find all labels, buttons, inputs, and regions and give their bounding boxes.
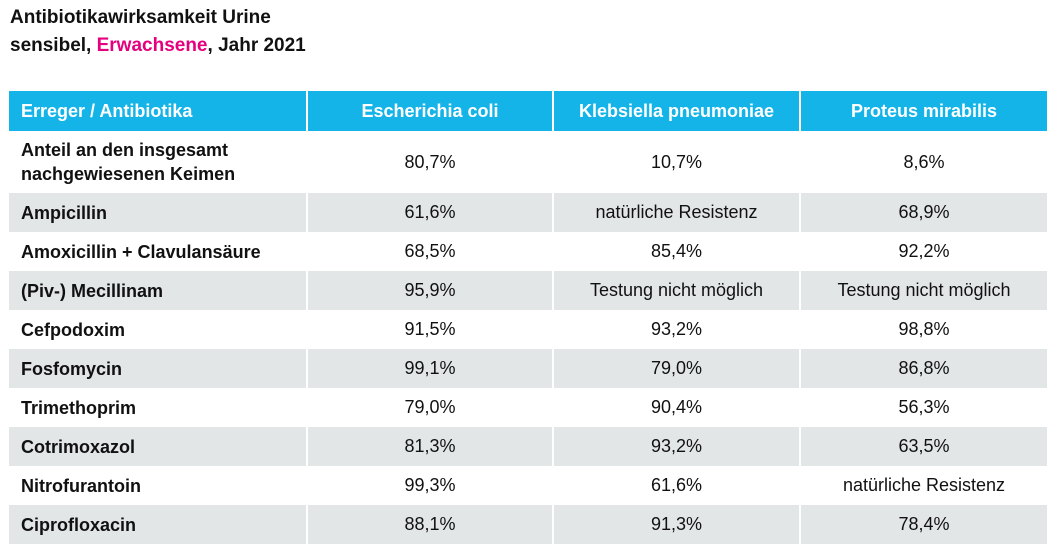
table-cell: Testung nicht möglich xyxy=(553,271,801,310)
table-cell: 78,4% xyxy=(800,505,1047,544)
row-label: (Piv-) Mecillinam xyxy=(9,271,308,310)
table-cell: 91,3% xyxy=(553,505,801,544)
column-header: Escherichia coli xyxy=(307,91,554,131)
table-cell: 8,6% xyxy=(903,151,945,172)
column-header: Klebsiella pneumoniae xyxy=(553,91,801,131)
title-line-1: Antibiotikawirksamkeit Urine xyxy=(10,7,271,28)
title-line-2: sensibel, Erwachsene, Jahr 2021 xyxy=(10,32,1040,60)
table-cell: 61,6% xyxy=(553,466,801,505)
table-cell: 91,5% xyxy=(307,310,554,349)
table-cell: 99,1% xyxy=(307,349,554,388)
row-label: Ampicillin xyxy=(9,193,308,232)
title-suffix: , Jahr 2021 xyxy=(207,35,306,56)
column-header: Erreger / Antibiotika xyxy=(9,91,308,131)
table-row: Ciprofloxacin 88,1% 91,3% 78,4% xyxy=(9,505,1047,544)
row-label-line: Anteil an den insgesamt xyxy=(21,140,229,160)
table-cell: natürliche Resistenz xyxy=(553,193,801,232)
table-cell: 98,8% xyxy=(898,319,950,339)
row-label: Anteil an den insgesamt nachgewiesenen Ke… xyxy=(9,131,308,193)
row-label: Fosfomycin xyxy=(9,349,308,388)
table-cell: 99,3% xyxy=(307,466,554,505)
row-label: Trimethoprim xyxy=(9,388,308,427)
table-cell: 68,9% xyxy=(800,193,1047,232)
table-row: Cotrimoxazol 81,3% 93,2% 63,5% xyxy=(9,427,1047,466)
table-cell: 93,2% xyxy=(553,427,801,466)
row-label: Nitrofurantoin xyxy=(9,466,308,505)
resistance-table: Erreger / Antibiotika Escherichia coli K… xyxy=(9,91,1047,544)
row-label: Ciprofloxacin xyxy=(9,505,308,544)
table-cell: 90,4% xyxy=(553,388,801,427)
table-cell: 63,5% xyxy=(800,427,1047,466)
table-cell: 92,2% xyxy=(898,241,950,261)
table-cell: 10,7% xyxy=(553,131,801,193)
table-cell: 88,1% xyxy=(307,505,554,544)
table-cell: 95,9% xyxy=(307,271,554,310)
table-header-row: Erreger / Antibiotika Escherichia coli K… xyxy=(9,91,1047,131)
row-label: Cefpodoxim xyxy=(9,310,308,349)
table-cell: 56,3% xyxy=(898,397,950,417)
title-block: Antibiotikawirksamkeit Urine sensibel, E… xyxy=(10,4,1040,60)
table-row: (Piv-) Mecillinam 95,9% Testung nicht mö… xyxy=(9,271,1047,310)
table-cell: Testung nicht möglich xyxy=(800,271,1047,310)
table-cell: 93,2% xyxy=(553,310,801,349)
table-cell: natürliche Resistenz xyxy=(842,475,1006,495)
row-label: Amoxicillin + Clavulansäure xyxy=(9,232,308,271)
table-row: Amoxicillin + Clavulansäure 68,5% 85,4% … xyxy=(9,232,1047,271)
column-header: Proteus mirabilis xyxy=(800,91,1047,131)
table-row: Ampicillin 61,6% natürliche Resistenz 68… xyxy=(9,193,1047,232)
table-cell: 79,0% xyxy=(553,349,801,388)
table-row: Anteil an den insgesamt nachgewiesenen Ke… xyxy=(9,131,1047,193)
table-cell: 68,5% xyxy=(307,232,554,271)
table-row: Fosfomycin 99,1% 79,0% 86,8% xyxy=(9,349,1047,388)
title-highlight: Erwachsene xyxy=(96,35,208,56)
title-prefix: sensibel, xyxy=(10,35,97,56)
table-row: Trimethoprim 79,0% 90,4% 56,3% xyxy=(9,388,1047,427)
table-cell: 86,8% xyxy=(800,349,1047,388)
row-label-line: nachgewiesenen Keimen xyxy=(21,164,236,184)
table-cell: 85,4% xyxy=(553,232,801,271)
table-cell: 80,7% xyxy=(307,131,554,193)
table-row: Cefpodoxim 91,5% 93,2% 98,8% xyxy=(9,310,1047,349)
table-cell: 79,0% xyxy=(307,388,554,427)
table-cell: 81,3% xyxy=(307,427,554,466)
table-row: Nitrofurantoin 99,3% 61,6% natürliche Re… xyxy=(9,466,1047,505)
row-label: Cotrimoxazol xyxy=(9,427,308,466)
table-cell: 61,6% xyxy=(307,193,554,232)
